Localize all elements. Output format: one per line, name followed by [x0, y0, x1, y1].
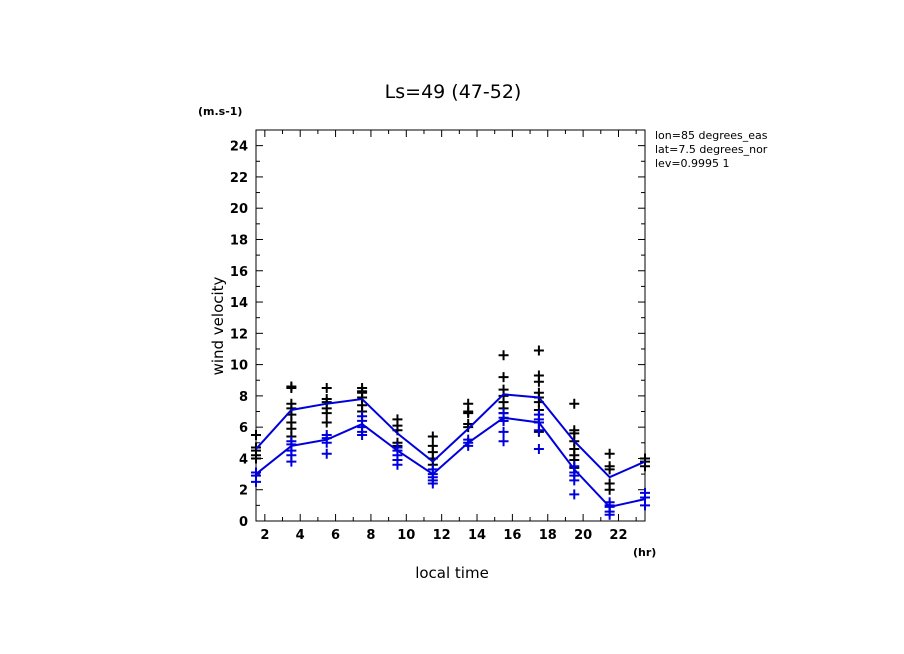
scatter-point-black — [604, 448, 615, 459]
scatter-point-blue — [640, 500, 650, 511]
x-tick-label: 12 — [433, 528, 451, 543]
y-tick-label: 22 — [230, 171, 248, 186]
scatter-point-black — [498, 372, 509, 383]
scatter-point-black — [604, 464, 615, 475]
x-tick-label: 20 — [574, 528, 592, 543]
y-tick-label: 8 — [239, 390, 248, 405]
scatter-point-blue — [251, 476, 261, 487]
scatter-point-black — [321, 408, 332, 419]
annotation-lon: lon=85 degrees_eas — [655, 129, 768, 142]
scatter-point-black — [321, 383, 332, 394]
y-tick-label: 10 — [230, 359, 248, 374]
scatter-point-black — [427, 431, 438, 442]
scatter-point-blue — [321, 448, 332, 459]
scatter-point-black — [286, 383, 297, 394]
y-tick-label: 16 — [230, 265, 248, 280]
scatter-point-black — [498, 350, 509, 361]
scatter-point-blue — [604, 509, 615, 520]
x-tick-label: 4 — [296, 528, 305, 543]
scatter-point-blue — [427, 478, 438, 489]
scatter-point-black — [604, 484, 615, 495]
series-line-2 — [255, 416, 646, 509]
y-tick-label: 0 — [239, 515, 248, 530]
chart-title: Ls=49 (47-52) — [385, 81, 522, 103]
scatter-point-black — [463, 408, 474, 419]
x-tick-label: 2 — [260, 528, 269, 543]
y-tick-label: 12 — [230, 327, 248, 342]
scatter-point-black — [640, 461, 650, 472]
x-tick-label: 14 — [468, 528, 486, 543]
scatter-point-black — [463, 422, 474, 433]
scatter-point-blue — [286, 456, 297, 467]
y-tick-label: 4 — [239, 452, 248, 467]
scatter-point-blue — [498, 436, 509, 447]
x-tick-label: 18 — [539, 528, 557, 543]
x-axis-title: local time — [415, 564, 489, 582]
x-tick-label: 6 — [331, 528, 340, 543]
y-tick-label: 18 — [230, 233, 248, 248]
scatter-point-blue — [357, 429, 368, 440]
y-tick-label: 20 — [230, 202, 248, 217]
annotation-lev: lev=0.9995 1 — [655, 157, 730, 170]
scatter-point-black — [321, 417, 332, 428]
series-line-1 — [255, 393, 646, 479]
scatter-point-black — [569, 398, 580, 409]
x-unit-label: (hr) — [633, 546, 656, 559]
x-tick-label: 16 — [503, 528, 521, 543]
annotation-lat: lat=7.5 degrees_nor — [655, 143, 768, 156]
scatter-point-black — [533, 376, 544, 387]
y-axis-title: wind velocity — [209, 276, 227, 375]
scatter-point-blue — [498, 426, 509, 437]
x-tick-label: 22 — [609, 528, 627, 543]
scatter-point-blue — [533, 425, 544, 436]
y-tick-label: 24 — [230, 140, 248, 155]
scatter-point-black — [251, 453, 261, 464]
scatter-point-blue — [569, 475, 580, 486]
plot-frame — [255, 129, 646, 522]
x-tick-label: 8 — [366, 528, 375, 543]
y-tick-label: 14 — [230, 296, 248, 311]
scatter-point-black — [251, 429, 261, 440]
y-unit-label: (m.s-1) — [198, 105, 242, 118]
y-tick-label: 6 — [239, 421, 248, 436]
scatter-point-blue — [569, 489, 580, 500]
scatter-point-blue — [533, 444, 544, 455]
x-tick-label: 10 — [397, 528, 415, 543]
scatter-point-black — [533, 345, 544, 356]
scatter-point-blue — [392, 459, 403, 470]
y-tick-label: 2 — [239, 484, 248, 499]
